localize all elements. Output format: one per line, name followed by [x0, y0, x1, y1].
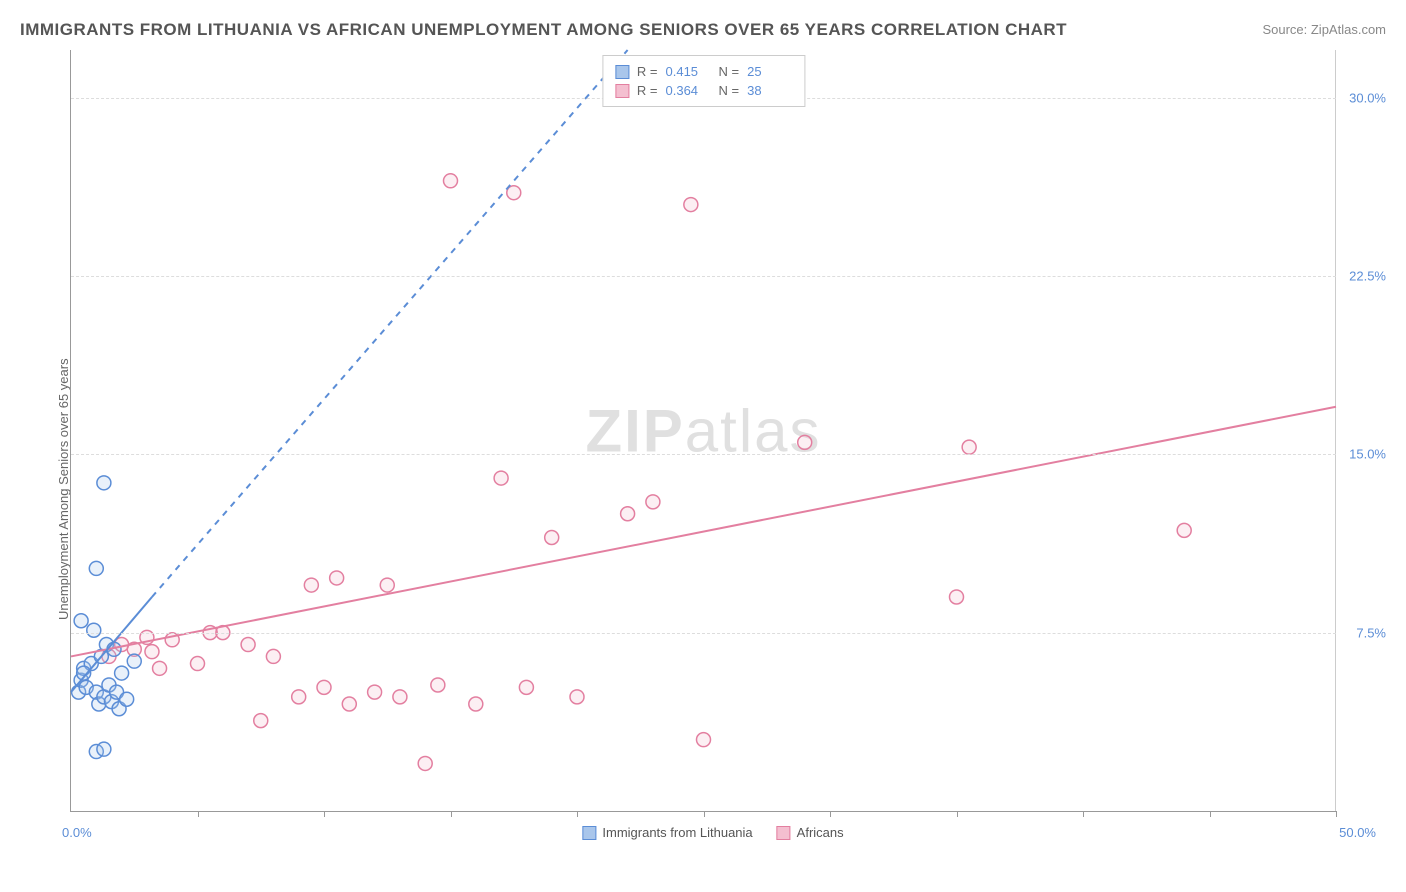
data-point [469, 697, 483, 711]
regression-line [71, 407, 1336, 657]
data-point [153, 661, 167, 675]
data-point [97, 742, 111, 756]
data-point [646, 495, 660, 509]
legend-series: Immigrants from Lithuania Africans [582, 825, 843, 840]
x-tick-mark [1336, 811, 1337, 817]
swatch-africans [615, 84, 629, 98]
x-tick-mark [198, 811, 199, 817]
data-point [266, 649, 280, 663]
data-point [292, 690, 306, 704]
legend-stats-row-1: R = 0.415 N = 25 [615, 62, 792, 81]
y-axis-label: Unemployment Among Seniors over 65 years [56, 358, 71, 620]
x-tick-mark [1210, 811, 1211, 817]
swatch-africans-2 [777, 826, 791, 840]
x-tick-mark [957, 811, 958, 817]
data-point [1177, 523, 1191, 537]
data-point [570, 690, 584, 704]
legend-n-val-1: 25 [747, 64, 792, 79]
regression-line [152, 50, 628, 597]
x-tick-mark [324, 811, 325, 817]
data-point [950, 590, 964, 604]
x-axis-max-label: 50.0% [1339, 825, 1376, 840]
data-point [431, 678, 445, 692]
data-point [241, 638, 255, 652]
data-point [418, 756, 432, 770]
data-point [115, 666, 129, 680]
legend-lithuania-label: Immigrants from Lithuania [602, 825, 752, 840]
gridline-h [71, 633, 1336, 634]
plot-box: ZIPatlas R = 0.415 N = 25 R = 0.364 N = … [70, 50, 1336, 812]
data-point [97, 476, 111, 490]
chart-area: Unemployment Among Seniors over 65 years… [50, 50, 1376, 842]
data-point [380, 578, 394, 592]
data-point [317, 680, 331, 694]
legend-r-val-1: 0.415 [666, 64, 711, 79]
legend-n-val-2: 38 [747, 83, 792, 98]
legend-africans-label: Africans [797, 825, 844, 840]
data-point [545, 531, 559, 545]
swatch-lithuania-2 [582, 826, 596, 840]
data-point [254, 714, 268, 728]
data-point [368, 685, 382, 699]
x-tick-mark [577, 811, 578, 817]
legend-stats: R = 0.415 N = 25 R = 0.364 N = 38 [602, 55, 805, 107]
data-point [74, 614, 88, 628]
data-point [191, 657, 205, 671]
legend-n-label: N = [719, 64, 740, 79]
legend-n-label-2: N = [719, 83, 740, 98]
legend-r-label: R = [637, 64, 658, 79]
data-point [444, 174, 458, 188]
data-point [87, 623, 101, 637]
gridline-h [71, 276, 1336, 277]
data-point [127, 654, 141, 668]
gridline-h [71, 454, 1336, 455]
data-point [393, 690, 407, 704]
legend-item-africans: Africans [777, 825, 844, 840]
x-axis-min-label: 0.0% [62, 825, 92, 840]
legend-r-label-2: R = [637, 83, 658, 98]
data-point [684, 198, 698, 212]
source-label: Source: ZipAtlas.com [1262, 22, 1386, 37]
y-tick-label: 7.5% [1341, 625, 1386, 640]
data-point [120, 692, 134, 706]
data-point [697, 733, 711, 747]
chart-title: IMMIGRANTS FROM LITHUANIA VS AFRICAN UNE… [20, 20, 1067, 40]
data-point [330, 571, 344, 585]
y-tick-label: 15.0% [1341, 447, 1386, 462]
legend-r-val-2: 0.364 [666, 83, 711, 98]
x-tick-mark [1083, 811, 1084, 817]
swatch-lithuania [615, 65, 629, 79]
data-point [89, 561, 103, 575]
data-point [304, 578, 318, 592]
plot-svg [71, 50, 1336, 811]
data-point [621, 507, 635, 521]
data-point [962, 440, 976, 454]
y-tick-label: 22.5% [1341, 268, 1386, 283]
x-tick-mark [451, 811, 452, 817]
data-point [145, 645, 159, 659]
data-point [342, 697, 356, 711]
legend-stats-row-2: R = 0.364 N = 38 [615, 81, 792, 100]
data-point [494, 471, 508, 485]
data-point [798, 435, 812, 449]
data-point [519, 680, 533, 694]
legend-item-lithuania: Immigrants from Lithuania [582, 825, 752, 840]
x-tick-mark [830, 811, 831, 817]
y-tick-label: 30.0% [1341, 90, 1386, 105]
x-tick-mark [704, 811, 705, 817]
